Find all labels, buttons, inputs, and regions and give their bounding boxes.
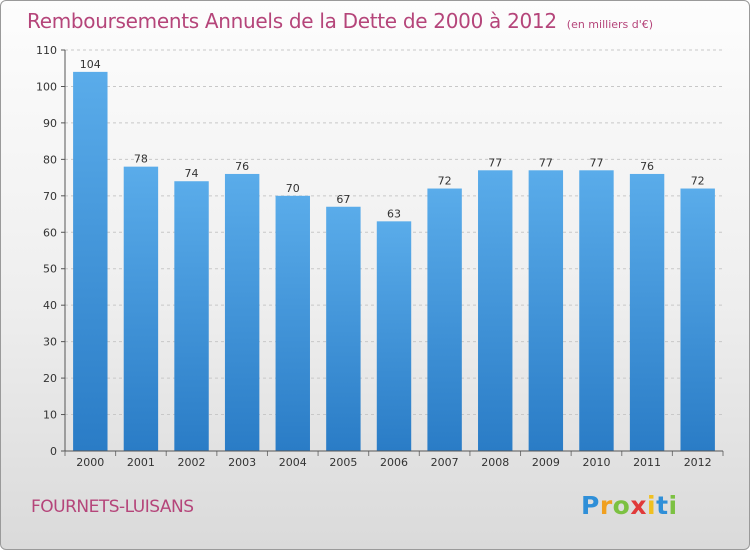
x-tick-label: 2010	[582, 456, 610, 469]
x-tick-label: 2005	[329, 456, 357, 469]
logo-letter: o	[612, 491, 631, 520]
x-tick-label: 2000	[76, 456, 104, 469]
x-tick-label: 2001	[127, 456, 155, 469]
value-label: 76	[235, 160, 249, 173]
logo-letter: r	[599, 491, 613, 520]
bar	[478, 170, 513, 452]
value-label: 72	[438, 175, 452, 188]
proxiti-logo: Proxiti	[581, 491, 678, 520]
bar	[427, 188, 462, 451]
chart-title: Remboursements Annuels de la Dette de 20…	[27, 9, 653, 33]
logo-letter: t	[656, 491, 669, 520]
x-tick-label: 2009	[532, 456, 560, 469]
y-tick-label: 30	[43, 336, 57, 349]
commune-name: FOURNETS-LUISANS	[31, 497, 194, 517]
value-label: 63	[387, 207, 401, 220]
value-label: 77	[539, 156, 553, 169]
logo-letter: i	[668, 491, 678, 520]
x-tick-label: 2008	[481, 456, 509, 469]
bar	[174, 181, 209, 451]
value-label: 74	[185, 167, 199, 180]
bar	[680, 188, 715, 451]
y-tick-label: 90	[43, 117, 57, 130]
y-tick-label: 110	[36, 44, 57, 57]
value-label: 104	[80, 58, 101, 71]
y-tick-label: 70	[43, 190, 57, 203]
x-tick-label: 2007	[431, 456, 459, 469]
x-tick-label: 2012	[684, 456, 712, 469]
value-label: 76	[640, 160, 654, 173]
y-tick-label: 40	[43, 299, 57, 312]
x-tick-label: 2004	[279, 456, 307, 469]
logo-letter: i	[647, 491, 657, 520]
bar	[528, 170, 564, 452]
value-label: 72	[691, 175, 705, 188]
y-tick-label: 100	[36, 80, 57, 93]
axes: 0 10 20 30 40 50 60 70 80 90 100 110 2000 2001 2002 200…	[36, 44, 724, 469]
value-label: 77	[488, 156, 502, 169]
unit-text: (en milliers d'€)	[566, 18, 654, 31]
y-tick-label: 20	[43, 372, 57, 385]
x-tick-label: 2011	[633, 456, 661, 469]
value-label: 77	[589, 156, 603, 169]
y-tick-label: 0	[50, 445, 57, 458]
y-tick-label: 60	[43, 226, 57, 239]
bar	[579, 170, 614, 452]
title-text: Remboursements Annuels de la Dette de 20…	[27, 9, 557, 33]
y-tick-label: 50	[43, 263, 57, 276]
bar	[224, 173, 260, 452]
y-tick-label: 80	[43, 153, 57, 166]
bar	[376, 221, 412, 451]
x-tick-label: 2006	[380, 456, 408, 469]
bars: 104 78 74 76 70 67 63 72 77 77 77 76 72	[73, 58, 715, 452]
logo-letter: P	[581, 491, 600, 520]
value-label: 70	[286, 182, 300, 195]
bar	[123, 166, 159, 451]
bar	[275, 195, 310, 451]
value-label: 78	[134, 153, 148, 166]
value-label: 67	[336, 193, 350, 206]
x-tick-label: 2003	[228, 456, 256, 469]
bar	[73, 71, 108, 451]
logo-letter: x	[630, 491, 647, 520]
bar	[629, 173, 665, 452]
x-tick-label: 2002	[178, 456, 206, 469]
y-tick-label: 10	[43, 409, 57, 422]
bar	[326, 206, 361, 451]
